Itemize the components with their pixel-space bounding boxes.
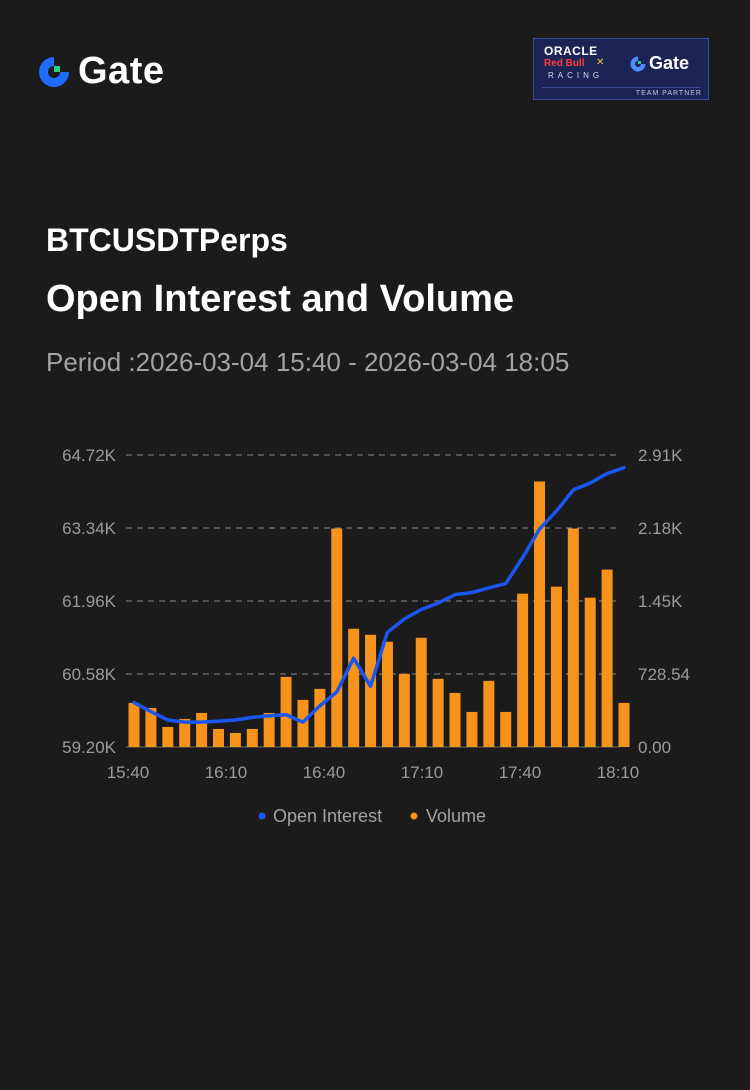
volume-bar <box>534 481 546 747</box>
legend-open-interest-marker <box>258 812 266 820</box>
volume-bar <box>246 728 258 747</box>
x-axis-tick-label: 16:40 <box>303 763 346 782</box>
volume-bar <box>483 680 495 747</box>
gate-logo-text: Gate <box>78 50 165 92</box>
volume-bar <box>584 597 596 747</box>
volume-bar <box>145 707 157 747</box>
left-axis-tick-label: 61.96K <box>62 592 117 611</box>
x-axis-tick-label: 17:40 <box>499 763 542 782</box>
volume-bar <box>415 637 427 747</box>
team-partner-badge: ORACLE Red Bull ✕ RACING Gate TEAM PARTN… <box>533 38 709 100</box>
chart-title: Open Interest and Volume <box>46 278 515 320</box>
open-interest-line <box>132 465 626 724</box>
partner-gate-text: Gate <box>649 53 690 73</box>
left-axis-tick-label: 59.20K <box>62 738 117 757</box>
pair-name: BTCUSDTPerps <box>46 222 288 258</box>
right-axis-tick-label: 728.54 <box>638 665 690 684</box>
volume-bar <box>280 676 292 747</box>
volume-bar <box>466 711 478 747</box>
legend: Open Interest Volume <box>258 806 486 826</box>
volume-bar <box>179 718 191 747</box>
volume-bar <box>162 726 174 747</box>
volume-bar <box>500 711 512 747</box>
volume-bar <box>128 702 140 747</box>
axis-layer: 59.20K 0.00 60.58K 728.54 61.96K 1.45K 63.34K 2… <box>62 446 690 782</box>
volume-bar <box>331 528 343 747</box>
x-axis-tick-label: 17:10 <box>401 763 444 782</box>
partner-oracle-text: ORACLE <box>544 44 598 58</box>
period-range: Period :2026-03-04 15:40 - 2026-03-04 18… <box>46 347 570 377</box>
partner-gate-logo: Gate <box>629 53 689 74</box>
gate-logo: Gate <box>36 50 164 93</box>
volume-bar <box>550 586 562 747</box>
volume-bar <box>398 673 410 747</box>
volume-bar <box>263 712 275 747</box>
volume-bar <box>365 634 377 747</box>
volume-bar <box>314 688 326 747</box>
legend-open-interest-label: Open Interest <box>273 806 382 826</box>
volume-bar <box>601 569 613 747</box>
volume-bar <box>449 692 461 747</box>
left-axis-tick-label: 60.58K <box>62 665 117 684</box>
volume-bar <box>229 732 241 747</box>
left-axis-tick-label: 63.34K <box>62 519 117 538</box>
partner-tag: TEAM PARTNER <box>635 90 702 97</box>
volume-bar <box>517 593 529 747</box>
volume-bar <box>432 678 444 747</box>
partner-gate-icon <box>630 56 646 71</box>
right-axis-tick-label: 0.00 <box>638 738 671 757</box>
open-interest-line-layer <box>132 465 626 724</box>
redbull-bull-icon: ✕ <box>596 57 605 68</box>
volume-bar <box>348 628 360 747</box>
volume-bars <box>128 481 630 747</box>
right-axis-tick-label: 2.18K <box>638 519 683 538</box>
volume-bar <box>567 528 579 747</box>
oi-volume-chart: 59.20K 0.00 60.58K 728.54 61.96K 1.45K 63.34K 2… <box>62 446 690 826</box>
right-axis-tick-label: 1.45K <box>638 592 683 611</box>
x-axis-tick-label: 15:40 <box>107 763 150 782</box>
legend-volume-marker <box>410 812 418 820</box>
partner-divider <box>542 87 700 88</box>
legend-volume-label: Volume <box>426 806 486 826</box>
left-axis-tick-label: 64.72K <box>62 446 117 465</box>
gate-logo-icon <box>39 56 69 87</box>
volume-bar <box>196 712 208 747</box>
volume-bar <box>381 641 393 747</box>
x-axis-tick-label: 18:10 <box>597 763 640 782</box>
right-axis-tick-label: 2.91K <box>638 446 683 465</box>
partner-redbull-text: Red Bull <box>544 58 585 69</box>
partner-racing-text: RACING <box>548 71 604 80</box>
x-axis-tick-label: 16:10 <box>205 763 248 782</box>
volume-bar <box>618 702 630 747</box>
volume-bar <box>212 728 224 747</box>
